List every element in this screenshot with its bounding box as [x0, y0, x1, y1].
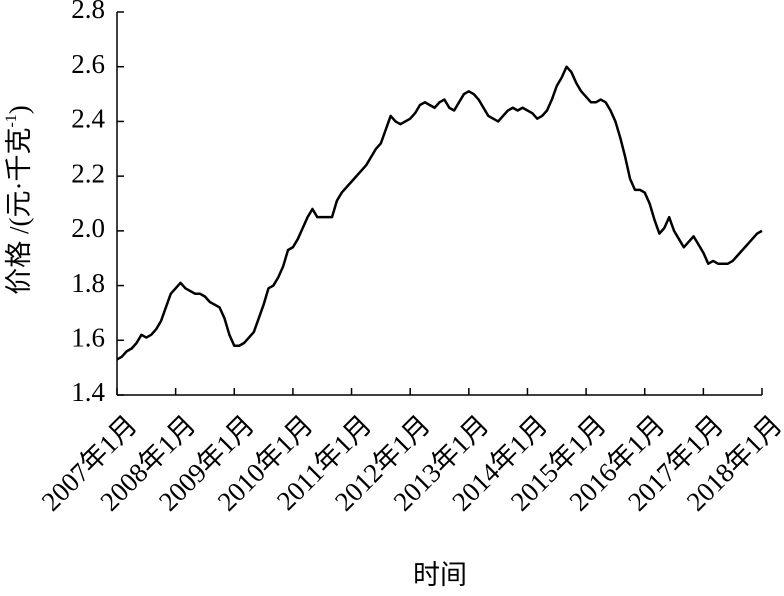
y-tick-label: 2.4: [71, 104, 105, 134]
y-tick-label: 2.8: [71, 0, 105, 24]
y-tick-label: 1.6: [71, 322, 105, 352]
y-tick-label: 1.4: [71, 377, 105, 407]
x-axis-title: 时间: [413, 560, 467, 590]
y-axis-title: 价格 /(元·千克-1): [3, 105, 35, 295]
y-axis-title-superscript: -1: [3, 114, 20, 127]
y-axis-title-close: ): [4, 105, 34, 114]
price-line: [116, 65, 763, 361]
y-tick-label: 2.0: [71, 213, 105, 243]
y-tick-label: 2.6: [71, 49, 105, 79]
y-tick-label: 2.2: [71, 158, 105, 188]
y-axis-title-text: 价格 /(元·千克: [4, 128, 34, 295]
y-tick-label: 1.8: [71, 268, 105, 298]
